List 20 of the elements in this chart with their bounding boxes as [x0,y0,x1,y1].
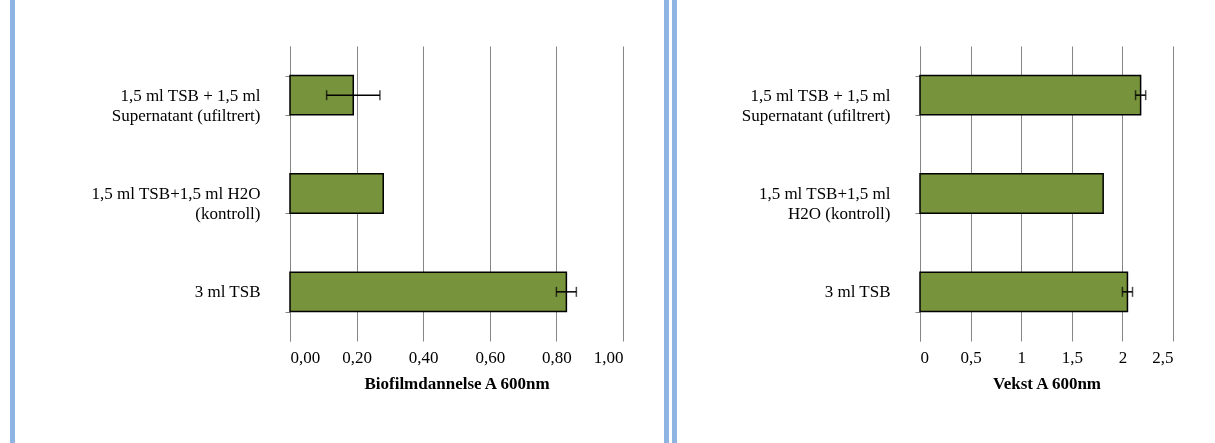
x-tick-label: 0,40 [408,347,439,367]
x-tick-label: 0,00 [290,347,321,367]
x-tick-label: 1 [1017,347,1026,367]
y-tick-label: 1,5 ml TSB+1,5 ml H2O (kontroll) [91,184,261,223]
y-tick-label: 1,5 ml TSB + 1,5 ml Supernatant (ufiltrert) [111,85,261,125]
x-tick-label: 0,60 [475,347,506,367]
y-tick-label: 3 ml TSB [824,282,891,302]
x-tick-label: 1,5 [1061,347,1083,367]
x-tick-label: 2,5 [1152,347,1174,367]
x-axis-title: Vekst A 600nm [992,373,1102,393]
y-tick-label: 1,5 ml TSB + 1,5 ml Supernatant (ufiltrert) [741,85,891,125]
x-axis-title: Biofilmdannelse A 600nm [364,373,550,393]
y-tick-label: 3 ml TSB [194,282,261,302]
x-tick-label: 0,80 [542,347,572,367]
x-tick-label: 0 [920,347,929,367]
x-tick-label: 2 [1118,347,1128,367]
x-tick-label: 0,5 [960,347,982,367]
x-tick-label: 0,20 [342,347,372,367]
y-tick-label: 1,5 ml TSB+1,5 ml H2O (kontroll) [758,184,891,223]
x-tick-label: 1,00 [593,347,624,367]
